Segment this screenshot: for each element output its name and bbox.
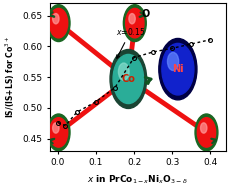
Circle shape bbox=[126, 8, 144, 38]
FancyArrowPatch shape bbox=[49, 12, 54, 17]
FancyArrowPatch shape bbox=[139, 12, 144, 17]
Text: O: O bbox=[142, 9, 150, 19]
Circle shape bbox=[123, 5, 146, 42]
Circle shape bbox=[201, 123, 207, 133]
Circle shape bbox=[162, 43, 194, 95]
Text: Ni: Ni bbox=[172, 64, 184, 74]
Circle shape bbox=[49, 8, 68, 38]
Circle shape bbox=[47, 114, 70, 151]
Circle shape bbox=[110, 50, 147, 108]
Circle shape bbox=[167, 52, 179, 70]
Text: $x$=0.15: $x$=0.15 bbox=[115, 26, 145, 58]
Circle shape bbox=[53, 123, 59, 133]
FancyArrowPatch shape bbox=[211, 139, 216, 143]
Circle shape bbox=[195, 114, 218, 151]
Circle shape bbox=[129, 14, 135, 24]
Circle shape bbox=[47, 5, 70, 42]
FancyArrowPatch shape bbox=[145, 77, 151, 84]
X-axis label: $x$ in PrCo$_{1-x}$Ni$_x$O$_{3-\delta}$: $x$ in PrCo$_{1-x}$Ni$_x$O$_{3-\delta}$ bbox=[87, 173, 188, 186]
Y-axis label: IS/(IS+LS) for Co$^{3+}$: IS/(IS+LS) for Co$^{3+}$ bbox=[3, 36, 17, 118]
Circle shape bbox=[118, 63, 129, 80]
Text: Co: Co bbox=[121, 74, 135, 84]
Circle shape bbox=[197, 118, 216, 147]
Circle shape bbox=[159, 39, 197, 100]
FancyArrowPatch shape bbox=[49, 139, 54, 143]
Circle shape bbox=[113, 54, 144, 104]
Circle shape bbox=[49, 118, 68, 147]
Circle shape bbox=[53, 14, 59, 24]
